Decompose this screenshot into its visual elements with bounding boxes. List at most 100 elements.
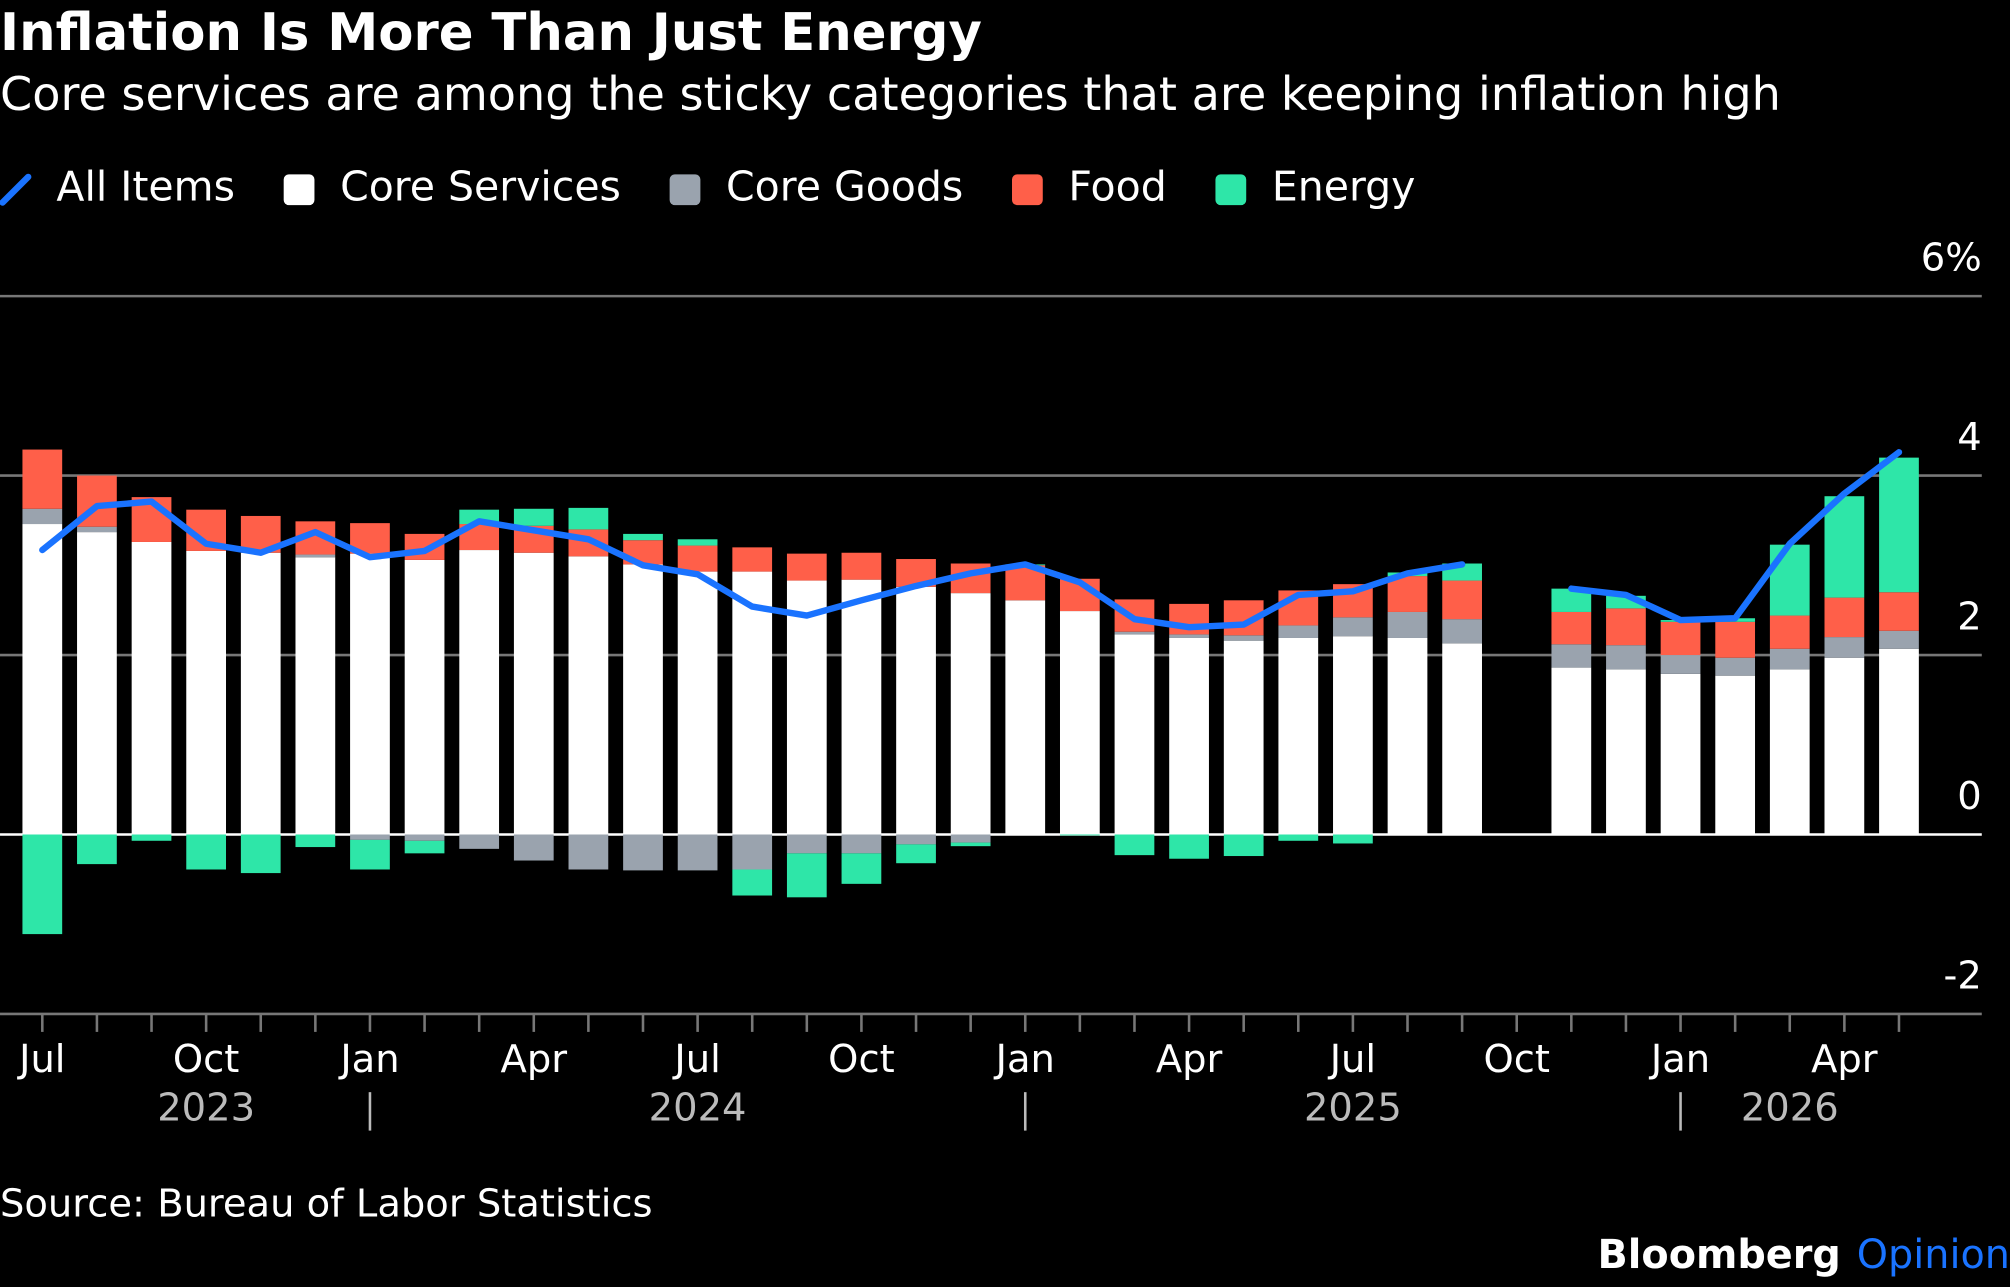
bar-segment bbox=[677, 571, 718, 835]
bar-segment bbox=[732, 869, 773, 896]
bar-segment bbox=[950, 593, 991, 835]
legend: All Items Core Services Core Goods Food Ener… bbox=[0, 163, 1416, 211]
bar-segment bbox=[1606, 645, 1646, 670]
bar-segment bbox=[1333, 834, 1373, 844]
x-tick-label: Jul bbox=[17, 1037, 65, 1082]
bar-segment bbox=[677, 545, 718, 572]
legend-label: Core Services bbox=[340, 163, 621, 211]
bar-segment bbox=[1114, 634, 1155, 835]
bar-segment bbox=[1606, 669, 1646, 835]
bar-segment bbox=[1223, 635, 1264, 641]
x-year-label: 2023 bbox=[157, 1086, 255, 1131]
bar-segment bbox=[732, 834, 773, 870]
bar-segment bbox=[1223, 640, 1264, 835]
x-tick-label: Jul bbox=[1328, 1037, 1376, 1082]
bar-segment bbox=[1824, 657, 1865, 835]
bar-segment bbox=[1169, 834, 1209, 859]
bar-segment bbox=[1769, 544, 1810, 616]
bar-segment bbox=[22, 834, 63, 935]
x-tick-label: Apr bbox=[1156, 1037, 1223, 1082]
legend-label: Food bbox=[1068, 163, 1166, 211]
bar-segment bbox=[513, 552, 554, 835]
bar-segment bbox=[677, 834, 718, 871]
bar-segment bbox=[1715, 621, 1756, 658]
bar-segment bbox=[896, 586, 936, 835]
bar-segment bbox=[404, 834, 445, 841]
y-tick-label: -2 bbox=[1943, 954, 1981, 999]
bar-segment bbox=[677, 539, 718, 546]
bar-segment bbox=[1551, 644, 1592, 668]
bar-segment bbox=[186, 550, 227, 835]
bar-segment bbox=[1769, 615, 1810, 649]
bar-segment bbox=[404, 840, 445, 854]
bar-segment bbox=[350, 834, 390, 840]
y-tick-label: 2 bbox=[1957, 595, 1981, 640]
bar-segment bbox=[568, 507, 609, 530]
bar-segment bbox=[1769, 669, 1810, 835]
bar-segment bbox=[77, 526, 117, 533]
legend-label: Energy bbox=[1272, 163, 1416, 211]
x-tick-label: Oct bbox=[828, 1037, 894, 1082]
bar-segment bbox=[786, 853, 827, 898]
x-tick-label: Apr bbox=[501, 1037, 568, 1082]
bar-segment bbox=[1333, 636, 1373, 835]
x-year-label: 2024 bbox=[649, 1086, 747, 1131]
bar-segment bbox=[1551, 611, 1592, 645]
bar-segment bbox=[131, 834, 172, 841]
bar-segment bbox=[1387, 637, 1428, 835]
bar-segment bbox=[568, 556, 609, 835]
y-tick-label: 0 bbox=[1957, 774, 1981, 819]
bar-segment bbox=[1442, 580, 1482, 620]
bar-segment bbox=[186, 834, 227, 870]
bar-segment bbox=[786, 553, 827, 581]
bar-segment bbox=[623, 564, 663, 835]
bar-segment bbox=[1387, 576, 1428, 612]
bar-segment bbox=[623, 834, 663, 871]
bar-segment bbox=[1278, 637, 1319, 835]
bar-segment bbox=[1551, 667, 1592, 835]
line-series bbox=[39, 449, 1903, 631]
x-tick-label: Jan bbox=[994, 1037, 1055, 1082]
x-tick-label: Oct bbox=[173, 1037, 239, 1082]
bar-segment bbox=[295, 557, 336, 835]
bar-segment bbox=[1442, 643, 1482, 835]
bar-segment bbox=[1278, 834, 1319, 841]
bar-segment bbox=[1824, 496, 1865, 598]
bar-segment bbox=[1879, 592, 1919, 631]
bar-segment bbox=[1824, 597, 1865, 638]
bar-segment bbox=[1660, 655, 1701, 674]
bar-segment bbox=[1660, 673, 1701, 835]
bar-segment bbox=[841, 579, 882, 835]
bar-segment bbox=[1278, 625, 1319, 638]
bar-segment bbox=[786, 834, 827, 854]
bar-segment bbox=[1387, 611, 1428, 638]
bar-segment bbox=[896, 844, 936, 864]
bar-segment bbox=[732, 547, 773, 572]
x-tick-label: Jan bbox=[1649, 1037, 1710, 1082]
bar-segment bbox=[22, 508, 63, 525]
bar-segment bbox=[22, 449, 63, 509]
chart-title: Inflation Is More Than Just Energy bbox=[0, 3, 982, 63]
bar-segment bbox=[459, 834, 500, 849]
x-tick-label: Jan bbox=[338, 1037, 399, 1082]
bar-segment bbox=[1169, 634, 1209, 638]
bar-segment bbox=[295, 554, 336, 558]
bar-segment bbox=[786, 580, 827, 835]
brand-suffix: Opinion bbox=[1857, 1232, 2010, 1278]
legend-swatch bbox=[1012, 174, 1043, 206]
bar-segment bbox=[350, 553, 390, 835]
bar-segment bbox=[1660, 621, 1701, 656]
bar-segment bbox=[1114, 631, 1155, 635]
bar-segment bbox=[1114, 834, 1155, 856]
bar-segment bbox=[1223, 834, 1264, 857]
bar-segment bbox=[896, 834, 936, 845]
bar-segment bbox=[732, 571, 773, 835]
legend-swatch bbox=[283, 174, 315, 206]
bar-segment bbox=[1715, 657, 1756, 676]
bar-segment bbox=[1879, 457, 1919, 593]
bar-segment bbox=[459, 550, 500, 835]
bar-segment bbox=[568, 834, 609, 870]
legend-label: All Items bbox=[56, 163, 235, 211]
x-tick-label: Oct bbox=[1483, 1037, 1549, 1082]
